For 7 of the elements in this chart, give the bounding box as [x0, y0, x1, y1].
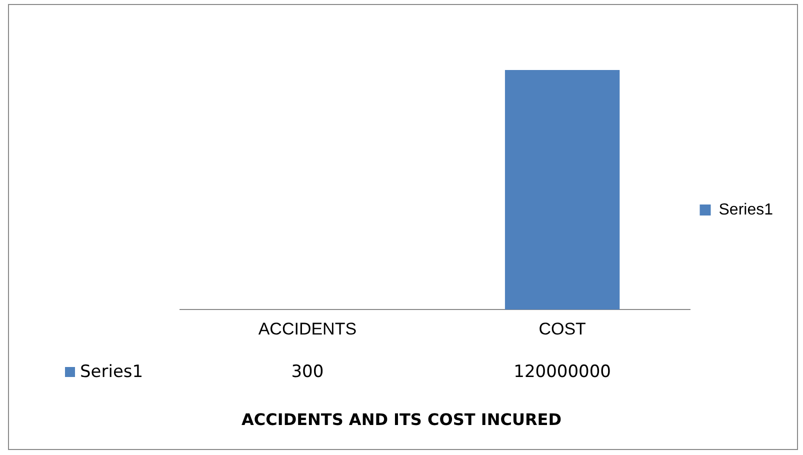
- x-tick-label: COST: [538, 319, 586, 338]
- text: Series1: [80, 362, 144, 382]
- x-tick-label: ACCIDENTS: [258, 319, 357, 338]
- text: ACCIDENTS AND ITS COST INCURED: [240, 410, 562, 429]
- data-label: 120000000: [512, 362, 612, 382]
- data-label: 300: [290, 362, 325, 382]
- legend-label: Series1: [718, 201, 774, 218]
